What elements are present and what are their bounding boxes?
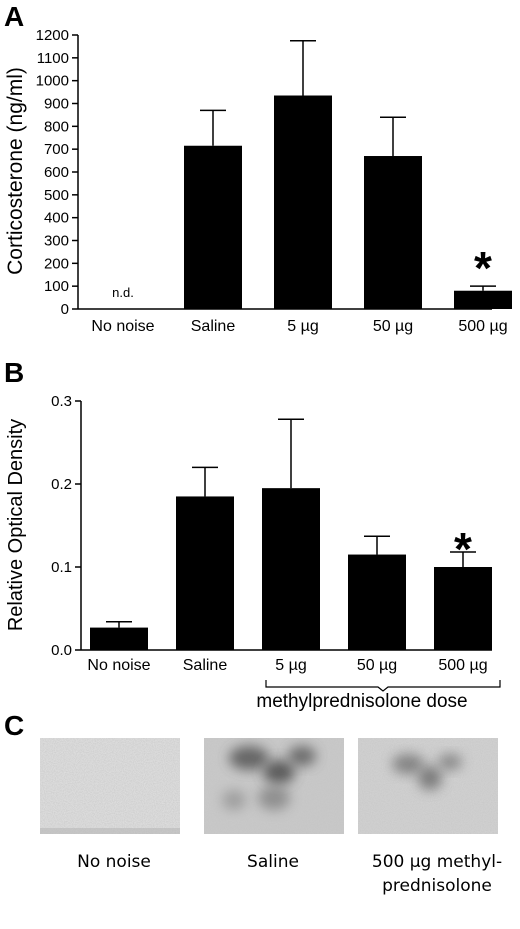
caption-no-noise: No noise [77,852,151,872]
chart-a-ytick-label: 700 [44,141,69,158]
caption-500ug-line2: prednisolone [382,876,492,896]
chart-b-category-label: No noise [87,657,150,674]
chart-a-category-label: 5 µg [287,318,318,335]
image-500ug [358,738,498,834]
caption-saline: Saline [247,852,299,872]
chart-a-ylabel: Corticosterone (ng/ml) [4,67,27,275]
chart-b-ylabel: Relative Optical Density [5,419,27,631]
dose-bracket [265,680,501,692]
chart-b-ytick-label: 0.1 [51,559,72,576]
chart-a-category-label: No noise [91,318,154,335]
chart-b-ytick-label: 0.3 [51,393,72,410]
chart-a-nd-label: n.d. [112,285,134,300]
chart-a-ytick-label: 1000 [36,73,69,90]
chart-a-category-label: Saline [191,318,236,335]
chart-b-bar [434,567,492,650]
chart-a-bar [184,145,242,309]
panel-letter-a: A [4,1,24,32]
chart-a-ytick-label: 200 [44,255,69,272]
chart-a-ytick-label: 800 [44,118,69,135]
chart-b-significance-star: * [454,523,472,575]
chart-b-ytick-label: 0.2 [51,476,72,493]
chart-b-bar [90,627,148,650]
chart-a-significance-star: * [474,242,492,294]
chart-b-ytick-label: 0.0 [51,642,72,659]
chart-b: Relative Optical Density methylprednisol… [5,393,501,712]
chart-a-ytick-label: 500 [44,187,69,204]
chart-a-ytick-label: 600 [44,164,69,181]
panel-letter-c: C [4,710,24,741]
chart-a-ytick-label: 1100 [37,50,69,67]
chart-a-bar [274,95,332,309]
image-no-noise [40,738,180,834]
chart-b-category-label: 500 µg [438,657,487,674]
panel-letter-b: B [4,357,24,388]
chart-b-bar [262,488,320,650]
chart-a: Corticosterone (ng/ml) 0 100 200 300 400 500 6… [4,27,512,335]
chart-a-ytick-label: 100 [44,278,69,295]
image-saline [204,738,344,834]
chart-b-category-label: 5 µg [275,657,306,674]
chart-a-ytick-label: 300 [44,233,69,250]
chart-a-category-label: 50 µg [373,318,413,335]
chart-b-category-label: Saline [183,657,228,674]
chart-b-bar [348,554,406,650]
chart-a-bar [364,156,422,309]
chart-a-ytick-label: 900 [44,96,69,113]
chart-a-ytick-label: 400 [44,210,69,227]
chart-a-ytick-label: 0 [61,301,69,318]
caption-500ug-line1: 500 µg methyl- [372,852,502,872]
chart-a-bar [454,290,512,309]
dose-bracket-label: methylprednisolone dose [256,691,467,712]
chart-a-category-label: 500 µg [458,318,507,335]
chart-b-bar [176,496,234,650]
chart-a-ytick-label: 1200 [36,27,69,44]
chart-b-category-label: 50 µg [357,657,397,674]
panel-c: No noise Saline 500 µg methyl- prednisol… [40,738,502,896]
